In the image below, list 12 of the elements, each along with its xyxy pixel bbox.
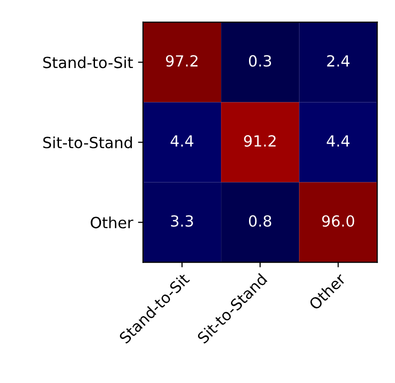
data-label: 0.8 (248, 215, 272, 227)
data-label: 4.4 (326, 135, 350, 146)
data-label: 96.0 (322, 215, 354, 227)
data-label: 3.3 (171, 215, 193, 227)
y-tick-label: Other (90, 216, 134, 228)
data-label: 0.3 (248, 55, 272, 67)
data-label: 2.4 (327, 55, 350, 66)
y-tick-label: Stand-to-Sit (43, 56, 133, 68)
data-label: 91.2 (244, 135, 276, 147)
y-tick-label: Sit-to-Stand (43, 136, 132, 148)
data-label: 97.2 (166, 55, 198, 67)
data-label: 4.4 (170, 135, 194, 146)
